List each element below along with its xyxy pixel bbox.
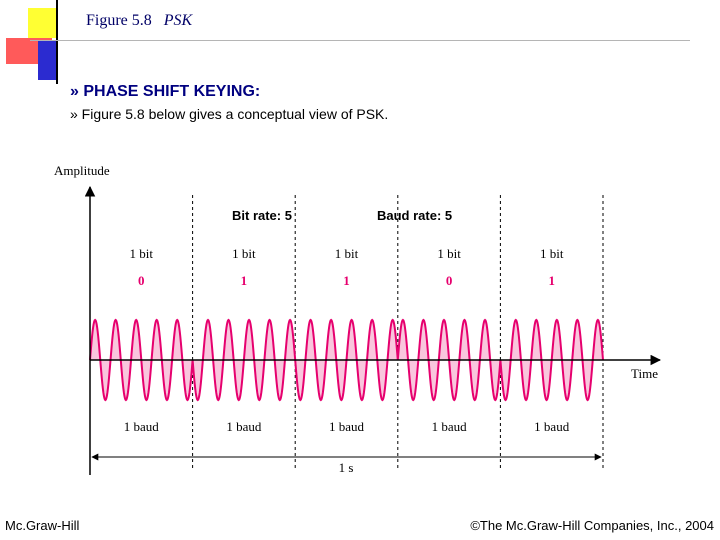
bit-value: 1 <box>343 273 350 288</box>
bullet-main: » PHASE SHIFT KEYING: <box>70 83 261 100</box>
bit-unit-label: 1 bit <box>335 246 359 261</box>
baud-rate-label: Baud rate: 5 <box>377 208 452 223</box>
bit-unit-label: 1 bit <box>130 246 154 261</box>
footer-copyright: ©The Mc.Graw-Hill Companies, Inc., 2004 <box>470 518 714 533</box>
bit-unit-label: 1 bit <box>540 246 564 261</box>
bit-value: 1 <box>548 273 555 288</box>
decor-vertical-line <box>56 0 58 84</box>
bit-value: 0 <box>446 273 453 288</box>
baud-unit-label: 1 baud <box>226 419 262 434</box>
psk-diagram: Amplitude Time Bit rate: 5 Baud rate: 5 … <box>54 163 662 475</box>
bit-value: 0 <box>138 273 145 288</box>
decor-yellow-square <box>28 8 56 38</box>
duration-label: 1 s <box>339 460 354 475</box>
footer-publisher: Mc.Graw-Hill <box>5 518 80 533</box>
slide-title: Figure 5.8 PSK <box>86 12 192 30</box>
baud-unit-label: 1 baud <box>432 419 468 434</box>
baud-unit-label: 1 baud <box>329 419 365 434</box>
bit-labels: 1 bit 0 1 baud 1 bit 1 1 baud 1 bit 1 1 baud 1 bi… <box>124 246 570 434</box>
decor-blue-square <box>38 40 58 80</box>
baud-unit-label: 1 baud <box>124 419 160 434</box>
bullet-sub: » Figure 5.8 below gives a conceptual vi… <box>70 106 389 122</box>
baud-unit-label: 1 baud <box>534 419 570 434</box>
bit-unit-label: 1 bit <box>232 246 256 261</box>
bit-unit-label: 1 bit <box>437 246 461 261</box>
duration-bar: 1 s <box>91 453 602 475</box>
bit-rate-label: Bit rate: 5 <box>232 208 292 223</box>
figure-label: Figure 5.8 <box>86 12 152 29</box>
x-axis-label: Time <box>631 366 658 381</box>
decor-horizontal-line <box>30 40 690 41</box>
figure-title: PSK <box>163 12 193 29</box>
bit-value: 1 <box>241 273 248 288</box>
y-axis-label: Amplitude <box>54 163 110 178</box>
